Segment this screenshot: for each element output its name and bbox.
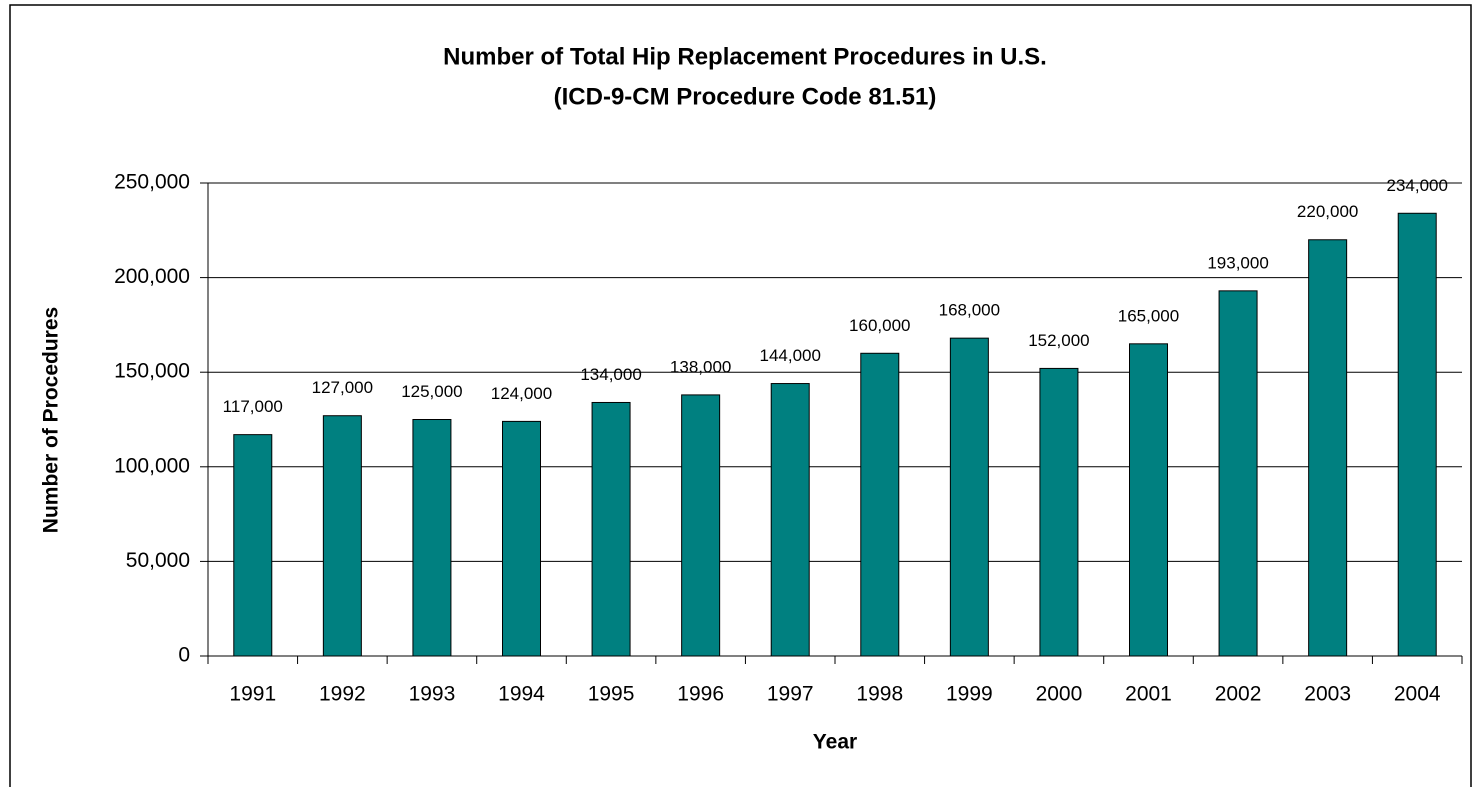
y-tick-label: 200,000 <box>114 265 190 288</box>
bar <box>860 352 900 657</box>
y-axis-label: Number of Procedures <box>40 307 63 533</box>
value-label: 117,000 <box>223 397 283 416</box>
value-label: 220,000 <box>1297 202 1358 221</box>
x-tick-label: 1993 <box>409 683 456 706</box>
value-label: 125,000 <box>401 382 462 401</box>
bar <box>1129 343 1168 657</box>
x-tick-label: 1995 <box>588 683 635 706</box>
bar <box>1308 239 1348 657</box>
chart-title: Number of Total Hip Replacement Procedur… <box>443 43 1047 70</box>
value-label: 165,000 <box>1118 306 1179 325</box>
y-tick-label: 100,000 <box>114 454 190 477</box>
x-tick-label: 1997 <box>767 683 814 706</box>
value-label: 193,000 <box>1207 253 1268 272</box>
chart-subtitle: (ICD-9-CM Procedure Code 81.51) <box>554 83 937 110</box>
y-tick-label: 250,000 <box>114 171 190 194</box>
bar <box>1397 212 1437 657</box>
x-tick-label: 2000 <box>1036 683 1083 706</box>
x-tick-label: 1998 <box>856 683 903 706</box>
x-tick-label: 1992 <box>319 683 366 706</box>
value-label: 234,000 <box>1386 176 1447 195</box>
bar <box>322 415 362 657</box>
x-tick-label: 2001 <box>1125 683 1172 706</box>
y-tick-label: 0 <box>178 644 190 667</box>
x-tick-label: 1996 <box>677 683 724 706</box>
x-tick-label: 2002 <box>1215 683 1262 706</box>
value-label: 138,000 <box>670 357 731 376</box>
x-tick-label: 1994 <box>498 683 545 706</box>
bar <box>1039 367 1079 657</box>
value-label: 127,000 <box>312 378 373 397</box>
bar <box>949 337 989 657</box>
value-label: 152,000 <box>1028 331 1089 350</box>
bar <box>591 401 631 657</box>
bar <box>502 420 541 657</box>
value-label: 160,000 <box>849 316 910 335</box>
x-tick-label: 1991 <box>229 683 276 706</box>
value-label: 168,000 <box>939 301 1000 320</box>
frame <box>9 4 1472 787</box>
bar <box>770 383 810 657</box>
value-label: 124,000 <box>491 384 552 403</box>
value-label: 134,000 <box>580 365 641 384</box>
bar <box>412 419 452 657</box>
x-tick-label: 2003 <box>1304 683 1351 706</box>
bar <box>233 434 273 657</box>
y-tick-label: 150,000 <box>114 360 190 383</box>
value-label: 144,000 <box>759 346 820 365</box>
x-tick-label: 1999 <box>946 683 993 706</box>
y-tick-label: 50,000 <box>126 549 190 572</box>
bar <box>1218 290 1258 657</box>
x-axis-label: Year <box>813 731 857 754</box>
bar <box>681 394 721 657</box>
x-tick-label: 2004 <box>1394 683 1441 706</box>
